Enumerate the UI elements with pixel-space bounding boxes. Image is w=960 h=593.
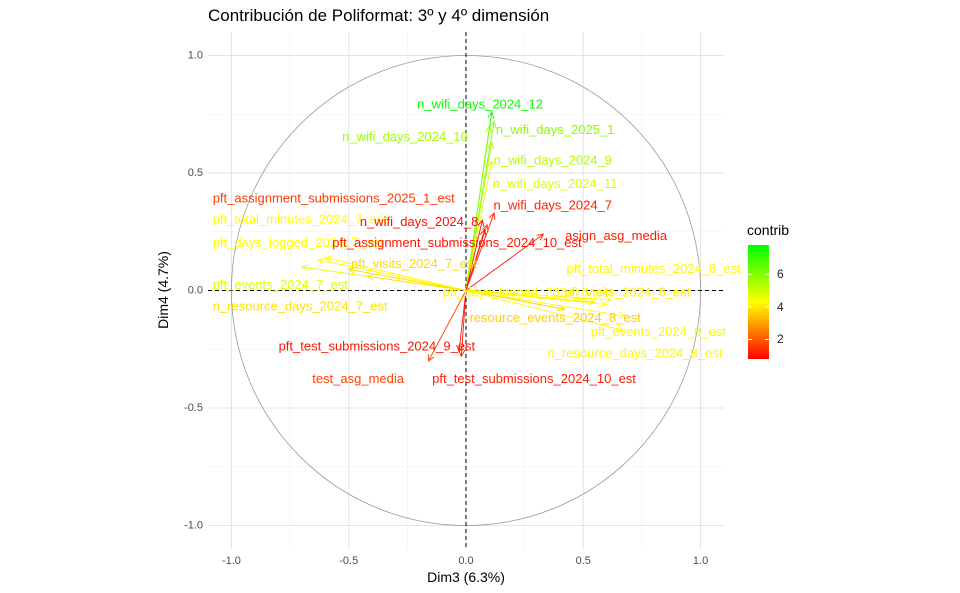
variable-label: n_wifi_days_2024_10 xyxy=(342,129,468,144)
variable-label: pft_events_2024_7_est xyxy=(213,277,349,292)
variable-label: n_wifi_days_2024_12 xyxy=(417,96,543,111)
variable-labels: n_wifi_days_2024_12 n_wifi_days_2025_1 n_w… xyxy=(213,96,741,386)
variable-arrows xyxy=(300,110,627,362)
variable-arrow xyxy=(465,290,566,312)
variable-label: n_wifi_days_2024_11 xyxy=(493,176,618,191)
legend-break-label: 4 xyxy=(777,299,784,314)
variable-label: test_asg_media xyxy=(312,371,405,386)
variable-arrow xyxy=(366,273,467,291)
y-tick-label: -0.5 xyxy=(184,402,203,414)
variable-arrow xyxy=(465,124,493,291)
variable-label: pft_days_logged_2024_7_est xyxy=(213,235,384,250)
variable-arrow xyxy=(458,290,467,358)
variable-label: pft_assignment_submissions_2024_10_est xyxy=(332,235,582,250)
variable-label: pft_test_submissions_2024_10_est xyxy=(432,371,636,386)
variable-arrow xyxy=(465,290,597,306)
variable-label: pft_visits_2024_7_est xyxy=(351,256,477,271)
variable-label: asign_asg_media xyxy=(565,228,668,243)
y-tick-label: 1.0 xyxy=(188,49,203,61)
variable-arrow xyxy=(347,267,467,291)
legend-break-label: 6 xyxy=(777,267,784,282)
variable-arrow xyxy=(465,160,494,291)
variable-label: resource_events_2024_8_est xyxy=(469,310,641,325)
legend-break-label: 2 xyxy=(777,332,784,347)
legend-title: contrib xyxy=(747,222,790,238)
variable-arrow xyxy=(465,141,495,291)
x-tick-label: 0.5 xyxy=(576,555,591,567)
variable-label: n_resource_days_2024_8_est xyxy=(547,345,722,360)
x-tick-label: 1.0 xyxy=(693,555,708,567)
variable-label: pft_total_minutes_2024_7_est xyxy=(213,211,388,226)
variable-label: n_wifi_days_2024_7 xyxy=(494,197,613,212)
variable-label: pft_test_submissions_2024_9_est xyxy=(279,338,476,353)
variable-arrow xyxy=(465,290,613,303)
variable-label: pft_visits_2024_8_est xyxy=(565,284,691,299)
variable-label: n_resource_days_2024_7_est xyxy=(213,298,388,313)
variable-label: pft_total_minutes_2024_8_est xyxy=(567,261,742,276)
colorbar-gradient xyxy=(748,245,769,359)
variable-arrow xyxy=(324,255,467,291)
colorbar xyxy=(748,245,769,359)
axis-tick-labels: -1.0 -0.5 0.0 0.5 1.0 -1.0 -0.5 0.0 0.5 1.0 xyxy=(184,49,708,567)
variable-arrow xyxy=(465,290,625,333)
x-axis-title: Dim3 (6.3%) xyxy=(427,569,505,585)
variable-arrow xyxy=(465,228,487,291)
variable-arrow xyxy=(465,218,485,291)
variable-arrow xyxy=(465,290,627,319)
variable-arrow xyxy=(427,290,467,362)
y-tick-label: -1.0 xyxy=(184,519,203,531)
variable-label: n_wifi_days_2024_8 xyxy=(360,214,479,229)
variable-arrow xyxy=(317,257,467,291)
variable-label: pft_assignment_submissions_2025_1_est xyxy=(213,190,455,205)
variable-label: n_wifi_days_2024_9 xyxy=(494,153,613,168)
variable-label: n_wifi_days_2025_1 xyxy=(496,122,615,137)
variable-label: pft_events_2024_8_est xyxy=(591,324,727,339)
y-axis-title: Dim4 (4.7%) xyxy=(155,251,171,329)
chart-title: Contribución de Poliformat: 3º y 4º dime… xyxy=(208,6,550,25)
reference-lines xyxy=(208,32,724,549)
variable-label: pft_days_logged_2024_8_est xyxy=(443,284,614,299)
y-tick-label: 0.5 xyxy=(188,167,203,179)
x-tick-label: 0.0 xyxy=(458,555,473,567)
variable-arrow xyxy=(465,211,496,291)
y-tick-label: 0.0 xyxy=(188,284,203,296)
x-tick-label: -1.0 xyxy=(222,555,241,567)
x-tick-label: -0.5 xyxy=(339,555,358,567)
variable-arrow xyxy=(465,233,545,291)
